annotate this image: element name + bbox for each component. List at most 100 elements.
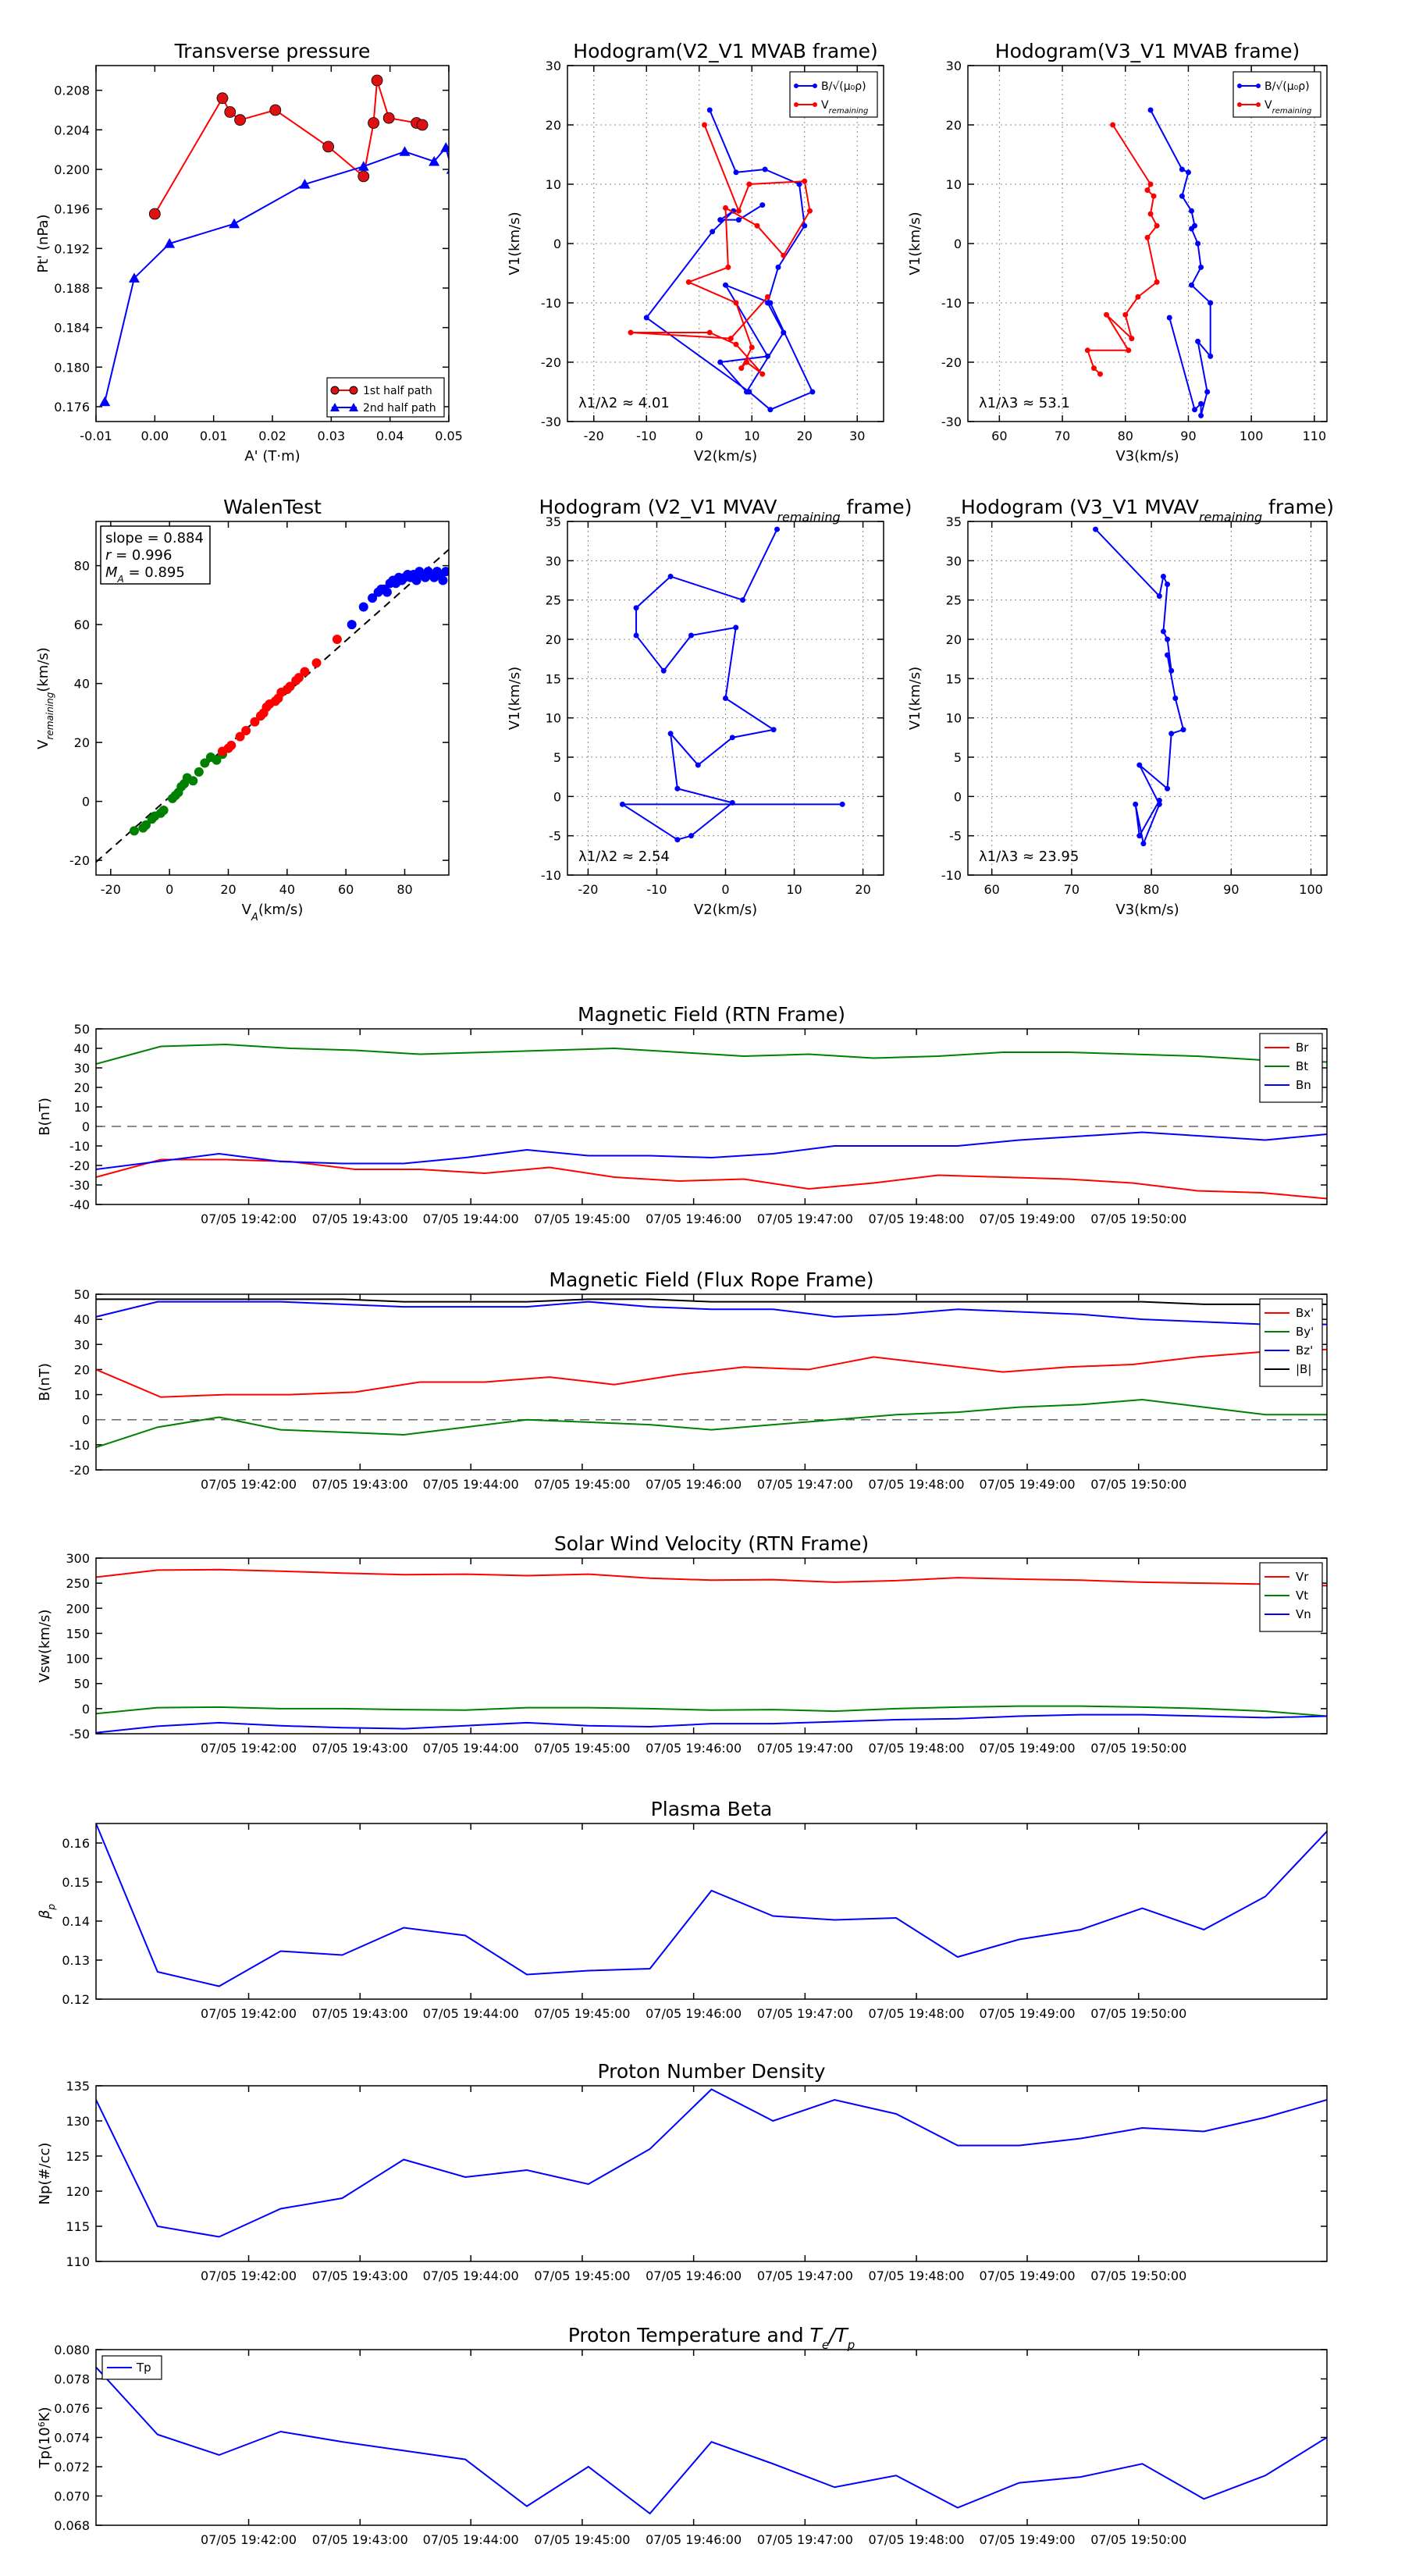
label-part: V (35, 739, 52, 749)
x-axis-label: V2(km/s) (694, 902, 757, 918)
y-axis-label: B(nT) (37, 1363, 53, 1401)
y-tick-label: 20 (946, 632, 962, 647)
data-point (744, 359, 749, 365)
title-part: Proton Temperature and (568, 2324, 810, 2347)
legend-label: Vremaining (821, 99, 868, 116)
data-point (735, 208, 742, 214)
data-point (1179, 193, 1185, 199)
series-line-beta (96, 1823, 1327, 1987)
x-tick-label: 07/05 19:49:00 (979, 2268, 1075, 2283)
data-point (1165, 785, 1171, 792)
legend-marker (813, 102, 817, 107)
x-tick-label: 07/05 19:42:00 (201, 2268, 297, 2283)
data-point (234, 114, 246, 126)
x-tick-label: 07/05 19:44:00 (423, 1212, 519, 1226)
data-point (733, 624, 739, 631)
title-part: Hodogram (V3_V1 MVAV (961, 496, 1199, 518)
chart-title: Plasma Beta (651, 1798, 773, 1820)
data-point (440, 142, 449, 152)
y-tick-label: 50 (74, 1677, 90, 1692)
x-axis-label: V2(km/s) (694, 448, 757, 464)
data-point (1133, 801, 1139, 807)
label-part: V (242, 902, 252, 918)
y-tick-label: 10 (74, 1100, 90, 1115)
data-point (322, 141, 334, 153)
x-tick-label: 07/05 19:47:00 (757, 1741, 853, 1756)
y-tick-label: -30 (69, 1178, 90, 1193)
data-point (1204, 389, 1211, 395)
axes-frame (95, 65, 450, 422)
x-tick-label: 70 (1064, 882, 1080, 897)
data-point (1110, 122, 1116, 128)
data-point (633, 632, 639, 639)
y-tick-label: -10 (69, 1139, 90, 1154)
eigenvalue-ratio: λ1/λ2 ≈ 4.01 (578, 395, 670, 411)
label-part: V (1264, 99, 1272, 112)
legend-box (789, 71, 878, 118)
x-tick-label: 80 (1118, 429, 1133, 443)
y-tick-label: 20 (546, 632, 561, 647)
transverse-pressure-panel: -0.01 0.00 0.01 0.02 0.03 0.04 0.05 0.176 0.180 0… (35, 40, 463, 464)
legend-label: B/√(μ₀ρ) (1264, 80, 1310, 93)
data-point (685, 279, 692, 285)
y-axis-label: V1(km/s) (907, 667, 923, 730)
data-point (781, 329, 787, 336)
x-tick-label: 07/05 19:47:00 (757, 2006, 853, 2021)
x-tick-label: 07/05 19:49:00 (979, 1741, 1075, 1756)
data-point (416, 119, 429, 131)
title-part: frame) (841, 496, 912, 518)
x-tick-label: 07/05 19:47:00 (757, 2268, 853, 2283)
y-tick-label: 0 (82, 1702, 90, 1717)
y-tick-label: 20 (946, 118, 962, 133)
y-tick-label: 50 (74, 1287, 90, 1302)
data-point (1097, 371, 1103, 377)
data-point (1195, 338, 1201, 344)
x-tick-label: 07/05 19:50:00 (1090, 1741, 1186, 1756)
x-tick-label: -20 (578, 882, 598, 897)
y-tick-label: 30 (946, 59, 962, 73)
y-tick-label: 40 (74, 1041, 90, 1056)
legend-label: 2nd half path (363, 402, 436, 415)
x-tick-label: -20 (584, 429, 604, 443)
legend-label: Bx' (1296, 1306, 1314, 1320)
legend-label: By' (1296, 1325, 1314, 1339)
x-tick-label: 07/05 19:50:00 (1090, 1212, 1186, 1226)
label-part: Tp(10 (37, 2427, 53, 2468)
data-point (285, 681, 295, 692)
data-point (358, 602, 368, 612)
x-tick-label: 0.02 (258, 429, 286, 443)
data-point (1208, 300, 1214, 306)
data-point (332, 635, 342, 644)
x-tick-label: 30 (849, 429, 865, 443)
x-tick-label: 07/05 19:49:00 (979, 1477, 1075, 1492)
data-point (754, 222, 760, 229)
data-point (633, 605, 639, 611)
data-point (759, 371, 766, 377)
chart-title: WalenTest (223, 496, 322, 518)
data-point (796, 181, 802, 187)
data-point (1165, 652, 1171, 658)
x-tick-label: 07/05 19:42:00 (201, 1477, 297, 1492)
data-point (774, 526, 781, 532)
y-tick-label: -20 (69, 853, 90, 868)
data-point (158, 805, 169, 815)
y-tick-label: 30 (74, 1337, 90, 1352)
label-sub: p (46, 1904, 57, 1911)
data-point (723, 282, 728, 288)
x-tick-label: 07/05 19:47:00 (757, 1477, 853, 1492)
y-axis-label: V1(km/s) (507, 212, 523, 275)
data-point (1147, 181, 1154, 187)
title-part: Hodogram (V2_V1 MVAV (539, 496, 777, 518)
data-point (1156, 593, 1162, 600)
data-point (1188, 208, 1194, 214)
y-tick-label: 0.14 (62, 1914, 90, 1929)
x-axis-label: V3(km/s) (1115, 902, 1179, 918)
legend-marker (794, 102, 799, 107)
data-point (200, 758, 210, 768)
y-tick-label: 0.13 (62, 1953, 90, 1968)
x-tick-label: 07/05 19:42:00 (201, 1212, 297, 1226)
label-sub: remaining (44, 692, 55, 739)
y-tick-label: 10 (946, 177, 962, 192)
